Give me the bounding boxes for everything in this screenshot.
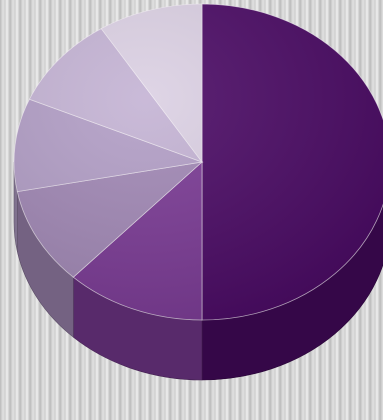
pie-top-sheen: [14, 4, 383, 320]
